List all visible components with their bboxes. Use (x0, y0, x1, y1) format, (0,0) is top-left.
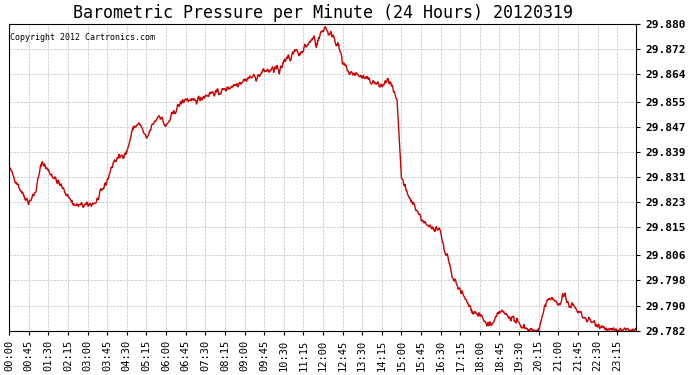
Text: Copyright 2012 Cartronics.com: Copyright 2012 Cartronics.com (10, 33, 155, 42)
Title: Barometric Pressure per Minute (24 Hours) 20120319: Barometric Pressure per Minute (24 Hours… (72, 4, 573, 22)
